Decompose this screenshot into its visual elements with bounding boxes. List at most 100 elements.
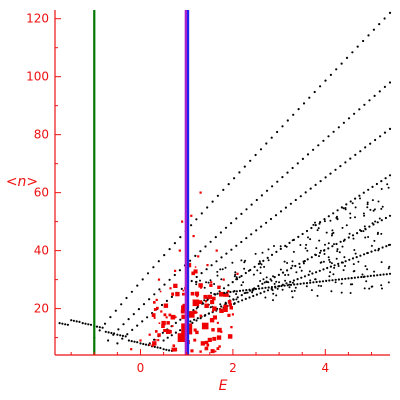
black-point [265, 276, 268, 279]
red-point [215, 249, 218, 252]
black-point [368, 99, 371, 102]
black-point [263, 265, 266, 268]
black-point [266, 289, 270, 292]
black-point [230, 248, 233, 251]
black-point [305, 285, 308, 288]
black-point [291, 296, 294, 299]
red-point [177, 333, 187, 342]
black-point [136, 341, 139, 344]
black-point [219, 303, 222, 306]
black-point [367, 188, 370, 191]
black-point [78, 320, 81, 323]
black-point [275, 294, 278, 297]
black-point [301, 157, 304, 160]
black-point [207, 312, 210, 315]
black-point [322, 260, 325, 263]
black-point [366, 203, 369, 206]
black-point [298, 262, 301, 265]
black-point [337, 265, 340, 267]
black-point [210, 264, 213, 267]
black-point [235, 217, 238, 220]
black-point [337, 262, 340, 265]
black-point [87, 323, 90, 326]
black-point [318, 269, 321, 272]
black-point [351, 283, 354, 286]
red-point [199, 314, 203, 318]
black-point [284, 206, 287, 209]
black-point [235, 276, 238, 279]
black-point [216, 274, 219, 277]
black-point [255, 229, 258, 232]
black-point [344, 207, 347, 209]
black-point [363, 287, 366, 290]
black-point [168, 248, 171, 251]
black-point [366, 252, 369, 255]
red-point [204, 300, 207, 303]
black-point [319, 180, 322, 183]
red-point [212, 336, 217, 341]
red-point [172, 344, 176, 347]
black-point [294, 286, 297, 289]
black-point [315, 280, 318, 284]
black-point [337, 278, 340, 281]
black-point [245, 208, 248, 211]
black-point [388, 214, 392, 217]
black-point [146, 272, 150, 275]
red-point [203, 294, 208, 299]
black-point [240, 259, 243, 262]
black-point [344, 277, 347, 280]
black-point [295, 271, 298, 274]
black-point [265, 221, 268, 224]
red-point [161, 320, 166, 326]
black-point [279, 268, 282, 271]
black-point [278, 281, 281, 284]
black-point [236, 296, 239, 299]
red-point [171, 314, 176, 319]
black-point [272, 275, 274, 278]
black-point [119, 334, 122, 337]
black-point [344, 161, 347, 164]
black-point [385, 273, 388, 276]
black-point [370, 250, 373, 253]
black-point [195, 280, 198, 283]
black-point [354, 206, 357, 209]
black-point [245, 289, 248, 292]
black-point [240, 274, 243, 278]
red-point [214, 350, 217, 353]
black-point [204, 314, 207, 317]
black-point [156, 346, 159, 349]
black-point [323, 253, 326, 255]
black-point [312, 148, 315, 151]
black-point [353, 249, 356, 251]
black-point [244, 297, 247, 300]
black-point [153, 338, 156, 341]
black-point [205, 268, 208, 271]
red-point [163, 329, 167, 333]
black-point [270, 253, 274, 256]
black-point [345, 56, 349, 60]
red-point [198, 283, 203, 288]
black-point [363, 103, 366, 106]
black-point [219, 268, 222, 271]
black-point [275, 280, 278, 283]
black-point [168, 349, 171, 352]
black-point [258, 287, 261, 290]
black-point [281, 125, 284, 128]
black-point [288, 286, 291, 289]
black-point [361, 273, 364, 276]
black-point [318, 251, 322, 254]
black-point [107, 339, 110, 342]
black-point [316, 294, 319, 297]
red-point [217, 327, 222, 333]
red-point [199, 350, 202, 353]
red-point [209, 318, 215, 323]
black-point [89, 323, 93, 326]
black-point [199, 279, 201, 282]
black-point [231, 261, 234, 264]
black-point [180, 287, 183, 290]
black-point [254, 287, 257, 291]
black-point [380, 261, 383, 264]
black-point [364, 146, 367, 149]
black-point [293, 289, 296, 292]
black-point [289, 202, 292, 205]
